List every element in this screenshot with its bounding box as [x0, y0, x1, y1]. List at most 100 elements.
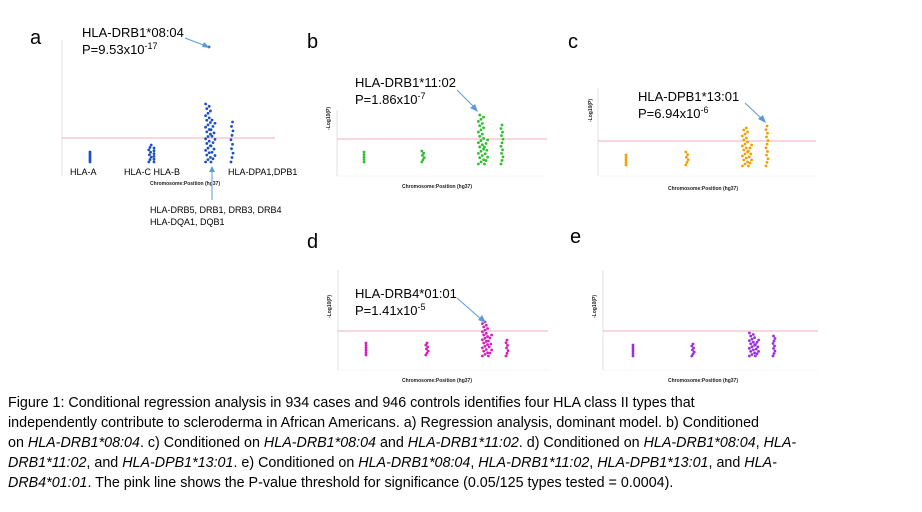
data-point [754, 347, 758, 351]
panel-d-allele: HLA-DRB4*01:01 [355, 286, 457, 301]
panel-a-points [88, 45, 235, 164]
data-point [506, 349, 510, 353]
data-point [205, 153, 209, 157]
data-point [149, 143, 153, 147]
data-point [482, 341, 486, 345]
data-point [479, 117, 483, 121]
panel-d-ylabel: -Log10(P) [327, 295, 333, 318]
data-point [207, 104, 211, 108]
data-point [206, 123, 210, 127]
data-point [757, 350, 760, 353]
data-point [421, 158, 425, 162]
data-point [743, 142, 747, 146]
data-point [209, 128, 213, 132]
data-point [230, 156, 234, 159]
panel-a-pvalue: P=9.53x10-17 [82, 41, 158, 57]
data-point [230, 133, 234, 137]
data-point [766, 139, 770, 142]
panel-d-xlabel: Chromosome:Position (hg37) [402, 378, 472, 384]
data-point [772, 347, 775, 350]
data-point [483, 352, 487, 356]
data-point [755, 352, 759, 356]
data-point [152, 155, 156, 158]
data-point [764, 146, 768, 150]
panel-e-ylabel: -Log10(P) [592, 295, 598, 318]
data-point [205, 107, 209, 111]
data-point [210, 150, 214, 154]
data-point [505, 338, 509, 342]
data-point [631, 345, 635, 349]
data-point [748, 354, 751, 358]
data-point [746, 160, 749, 164]
caption-line-3: on HLA-DRB1*08:04. c) Conditioned on HLA… [8, 435, 797, 451]
data-point [488, 351, 492, 355]
data-point [631, 343, 635, 347]
data-point [480, 154, 484, 157]
data-point [362, 160, 366, 164]
data-point [754, 343, 757, 346]
panel-d-points [364, 320, 510, 358]
data-point [750, 337, 754, 341]
data-point [765, 153, 768, 157]
data-point [748, 331, 751, 335]
data-point [753, 336, 756, 339]
data-point [505, 346, 508, 350]
data-point [152, 160, 156, 164]
data-point [501, 155, 505, 159]
data-point [206, 158, 210, 162]
data-point [487, 339, 490, 343]
data-point [148, 158, 152, 161]
data-point [748, 346, 751, 350]
data-point [362, 153, 366, 156]
data-point [207, 151, 211, 155]
data-point [692, 350, 696, 354]
data-point [500, 151, 503, 155]
panel-d-arrow [456, 297, 483, 321]
data-point [147, 148, 151, 152]
data-point [748, 161, 752, 165]
data-point [488, 336, 492, 340]
data-point [750, 158, 753, 162]
data-point [748, 339, 751, 343]
panel-a-frame [60, 40, 277, 180]
data-point [478, 134, 482, 138]
data-point [499, 162, 503, 166]
data-point [744, 136, 748, 140]
panel-b-pvalue: P=1.86x10-7 [355, 91, 426, 107]
caption-line-2: independently contribute to scleroderma … [8, 415, 759, 431]
data-point [749, 152, 753, 156]
data-point [756, 345, 760, 349]
data-point [500, 141, 504, 145]
data-point [751, 340, 755, 344]
caption-line-5: DRB4*01:01. The pink line shows the P-va… [8, 475, 674, 491]
data-point [209, 121, 212, 124]
data-point [362, 155, 366, 159]
data-point [486, 335, 489, 338]
panel-b-ylabel: -Log10(P) [326, 107, 332, 130]
data-point [750, 353, 754, 356]
data-point [484, 159, 488, 162]
data-point [751, 333, 755, 336]
data-point [426, 349, 430, 353]
panel-letter-a: a [30, 27, 42, 49]
data-point [484, 340, 488, 343]
data-point [148, 146, 152, 149]
data-point [765, 124, 769, 128]
data-point [631, 352, 635, 356]
data-point [229, 160, 233, 164]
data-point [205, 118, 209, 122]
data-point [747, 155, 751, 159]
panel-c: c -Log10(P) Chromosome:Position (hg37) H… [568, 31, 816, 192]
data-point [750, 143, 753, 147]
data-point [685, 155, 688, 159]
data-point [743, 152, 747, 156]
data-point [231, 120, 234, 124]
data-point [741, 164, 744, 168]
data-point [205, 142, 209, 145]
data-point [686, 158, 690, 162]
data-point [742, 138, 746, 142]
data-point [480, 132, 484, 136]
panel-letter-e: e [570, 226, 581, 248]
data-point [209, 109, 212, 113]
